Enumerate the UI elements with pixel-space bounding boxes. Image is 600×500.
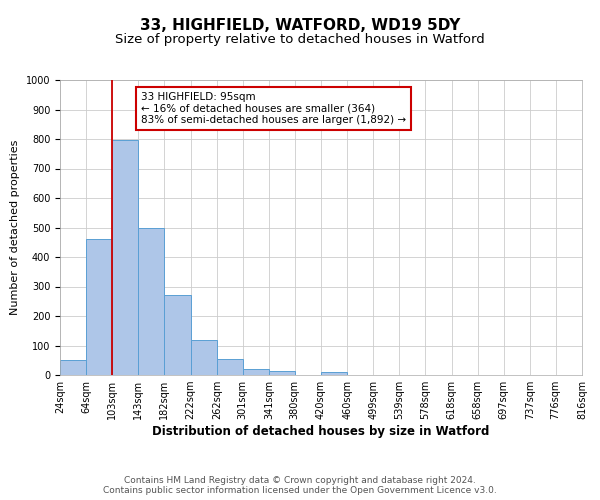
Bar <box>191 340 217 375</box>
Bar <box>60 360 86 375</box>
Text: 33 HIGHFIELD: 95sqm
← 16% of detached houses are smaller (364)
83% of semi-detac: 33 HIGHFIELD: 95sqm ← 16% of detached ho… <box>141 92 406 125</box>
Bar <box>242 369 269 375</box>
Bar <box>269 370 295 375</box>
Text: 33, HIGHFIELD, WATFORD, WD19 5DY: 33, HIGHFIELD, WATFORD, WD19 5DY <box>140 18 460 32</box>
Bar <box>139 228 164 375</box>
X-axis label: Distribution of detached houses by size in Watford: Distribution of detached houses by size … <box>152 425 490 438</box>
Bar <box>112 140 139 375</box>
Text: Size of property relative to detached houses in Watford: Size of property relative to detached ho… <box>115 32 485 46</box>
Bar <box>164 296 191 375</box>
Y-axis label: Number of detached properties: Number of detached properties <box>10 140 20 315</box>
Text: Contains HM Land Registry data © Crown copyright and database right 2024.
Contai: Contains HM Land Registry data © Crown c… <box>103 476 497 495</box>
Bar <box>321 372 347 375</box>
Bar <box>217 359 242 375</box>
Bar <box>86 240 112 375</box>
